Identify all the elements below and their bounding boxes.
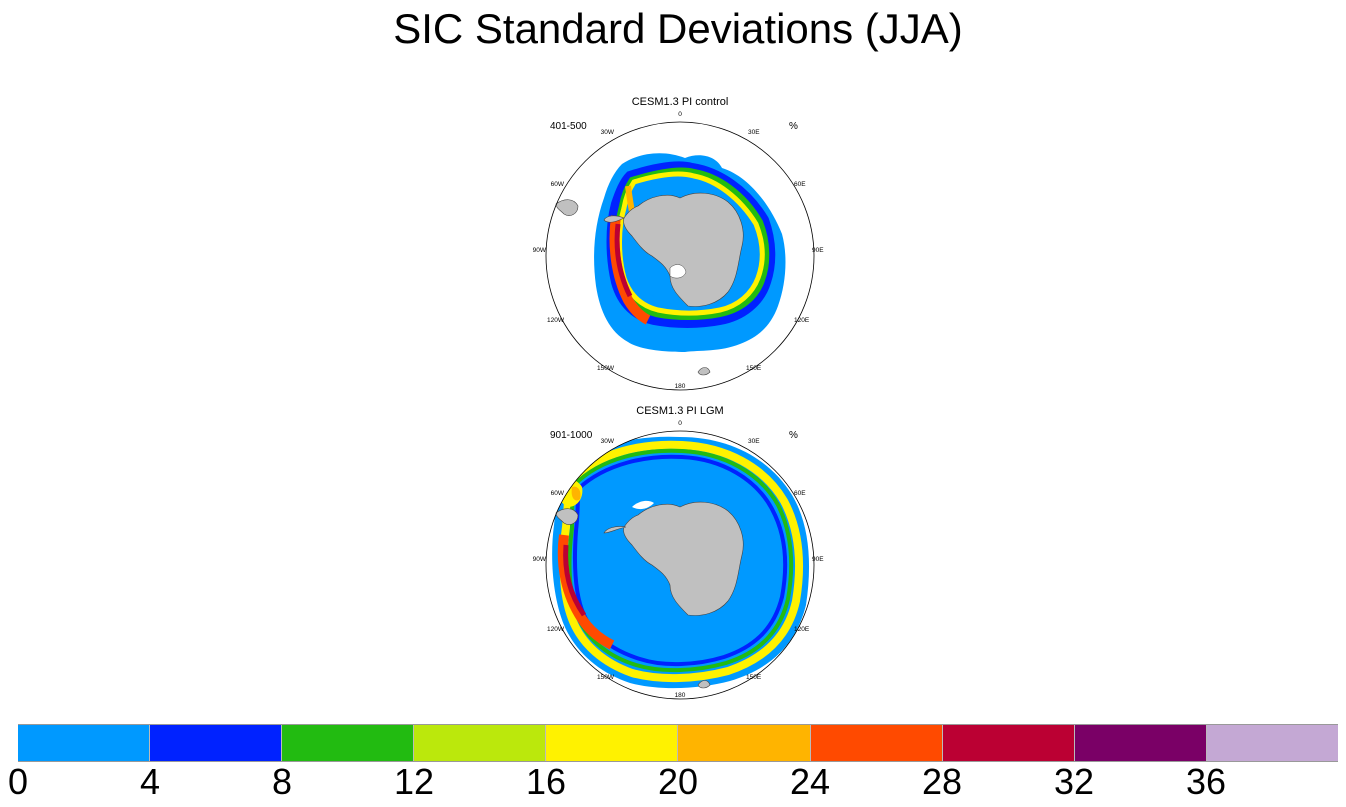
svg-text:90E: 90E: [812, 247, 824, 254]
svg-text:120E: 120E: [794, 626, 810, 633]
colorbar-tick-label: 20: [657, 761, 699, 802]
figure-title: SIC Standard Deviations (JJA): [393, 5, 963, 52]
colorbar: [18, 724, 1338, 762]
colorbar-tick-label: 32: [1053, 761, 1095, 802]
colorbar-tick-label: 16: [525, 761, 567, 802]
svg-text:30W: 30W: [601, 129, 615, 136]
colorbar-tick-label: 0: [7, 761, 29, 802]
colorbar-box: [414, 725, 547, 761]
panel-title: CESM1.3 PI control: [631, 96, 729, 108]
panel-period: 901-1000: [550, 430, 593, 441]
svg-text:30E: 30E: [748, 438, 760, 445]
svg-text:60E: 60E: [794, 490, 806, 497]
svg-text:180: 180: [675, 383, 686, 390]
panel-title: CESM1.3 PI LGM: [636, 405, 724, 417]
svg-text:0: 0: [678, 111, 682, 118]
colorbar-box: [282, 725, 415, 761]
colorbar-box: [942, 725, 1075, 761]
map-boundary: [545, 430, 815, 700]
svg-text:120E: 120E: [794, 317, 810, 324]
panel-units: %: [789, 430, 798, 441]
colorbar-tick-label: 28: [921, 761, 963, 802]
svg-text:60W: 60W: [551, 490, 565, 497]
svg-text:150W: 150W: [597, 674, 615, 681]
colorbar-box: [1206, 725, 1338, 761]
colorbar-tick-label: 36: [1185, 761, 1227, 802]
colorbar-box: [18, 725, 151, 761]
svg-text:120W: 120W: [547, 317, 565, 324]
longitude-labels: 0 30E 60E 90E 120E 150E 180 150W 120W 90…: [533, 420, 825, 699]
svg-text:150W: 150W: [597, 365, 615, 372]
svg-text:60E: 60E: [794, 181, 806, 188]
svg-text:30W: 30W: [601, 438, 615, 445]
colorbar-box: [810, 725, 943, 761]
svg-text:90W: 90W: [533, 556, 547, 563]
antarctica-land: [555, 500, 744, 689]
svg-text:180: 180: [675, 692, 686, 699]
svg-text:90E: 90E: [812, 556, 824, 563]
colorbar-box: [150, 725, 283, 761]
svg-text:60W: 60W: [551, 181, 565, 188]
panel-period: 401-500: [550, 121, 587, 132]
colorbar-tick-label: 24: [789, 761, 831, 802]
polar-map: 0 30E 60E 90E 120E 150E 180 150W 120W 90…: [533, 420, 825, 700]
svg-text:150E: 150E: [746, 365, 762, 372]
longitude-labels: 0 30E 60E 90E 120E 150E 180 150W 120W 90…: [533, 111, 825, 390]
svg-text:30E: 30E: [748, 129, 760, 136]
map-boundary: [545, 121, 815, 391]
colorbar-box: [1074, 725, 1207, 761]
colorbar-tick-label: 4: [139, 761, 161, 802]
svg-text:0: 0: [678, 420, 682, 427]
colorbar-box: [678, 725, 811, 761]
antarctica-land: [555, 192, 744, 376]
polar-map: 0 30E 60E 90E 120E 150E 180 150W 120W 90…: [533, 111, 825, 391]
svg-text:90W: 90W: [533, 247, 547, 254]
svg-text:150E: 150E: [746, 674, 762, 681]
colorbar-tick-label: 8: [271, 761, 293, 802]
map-panel-pi-control: CESM1.3 PI control 401-500 % 0 30E 60E 9…: [520, 96, 840, 396]
colorbar-box: [546, 725, 679, 761]
colorbar-tick-label: 12: [393, 761, 435, 802]
panel-units: %: [789, 121, 798, 132]
map-panel-pi-lgm: CESM1.3 PI LGM 901-1000 % 0 30E 60E 90E: [520, 405, 840, 705]
svg-text:120W: 120W: [547, 626, 565, 633]
